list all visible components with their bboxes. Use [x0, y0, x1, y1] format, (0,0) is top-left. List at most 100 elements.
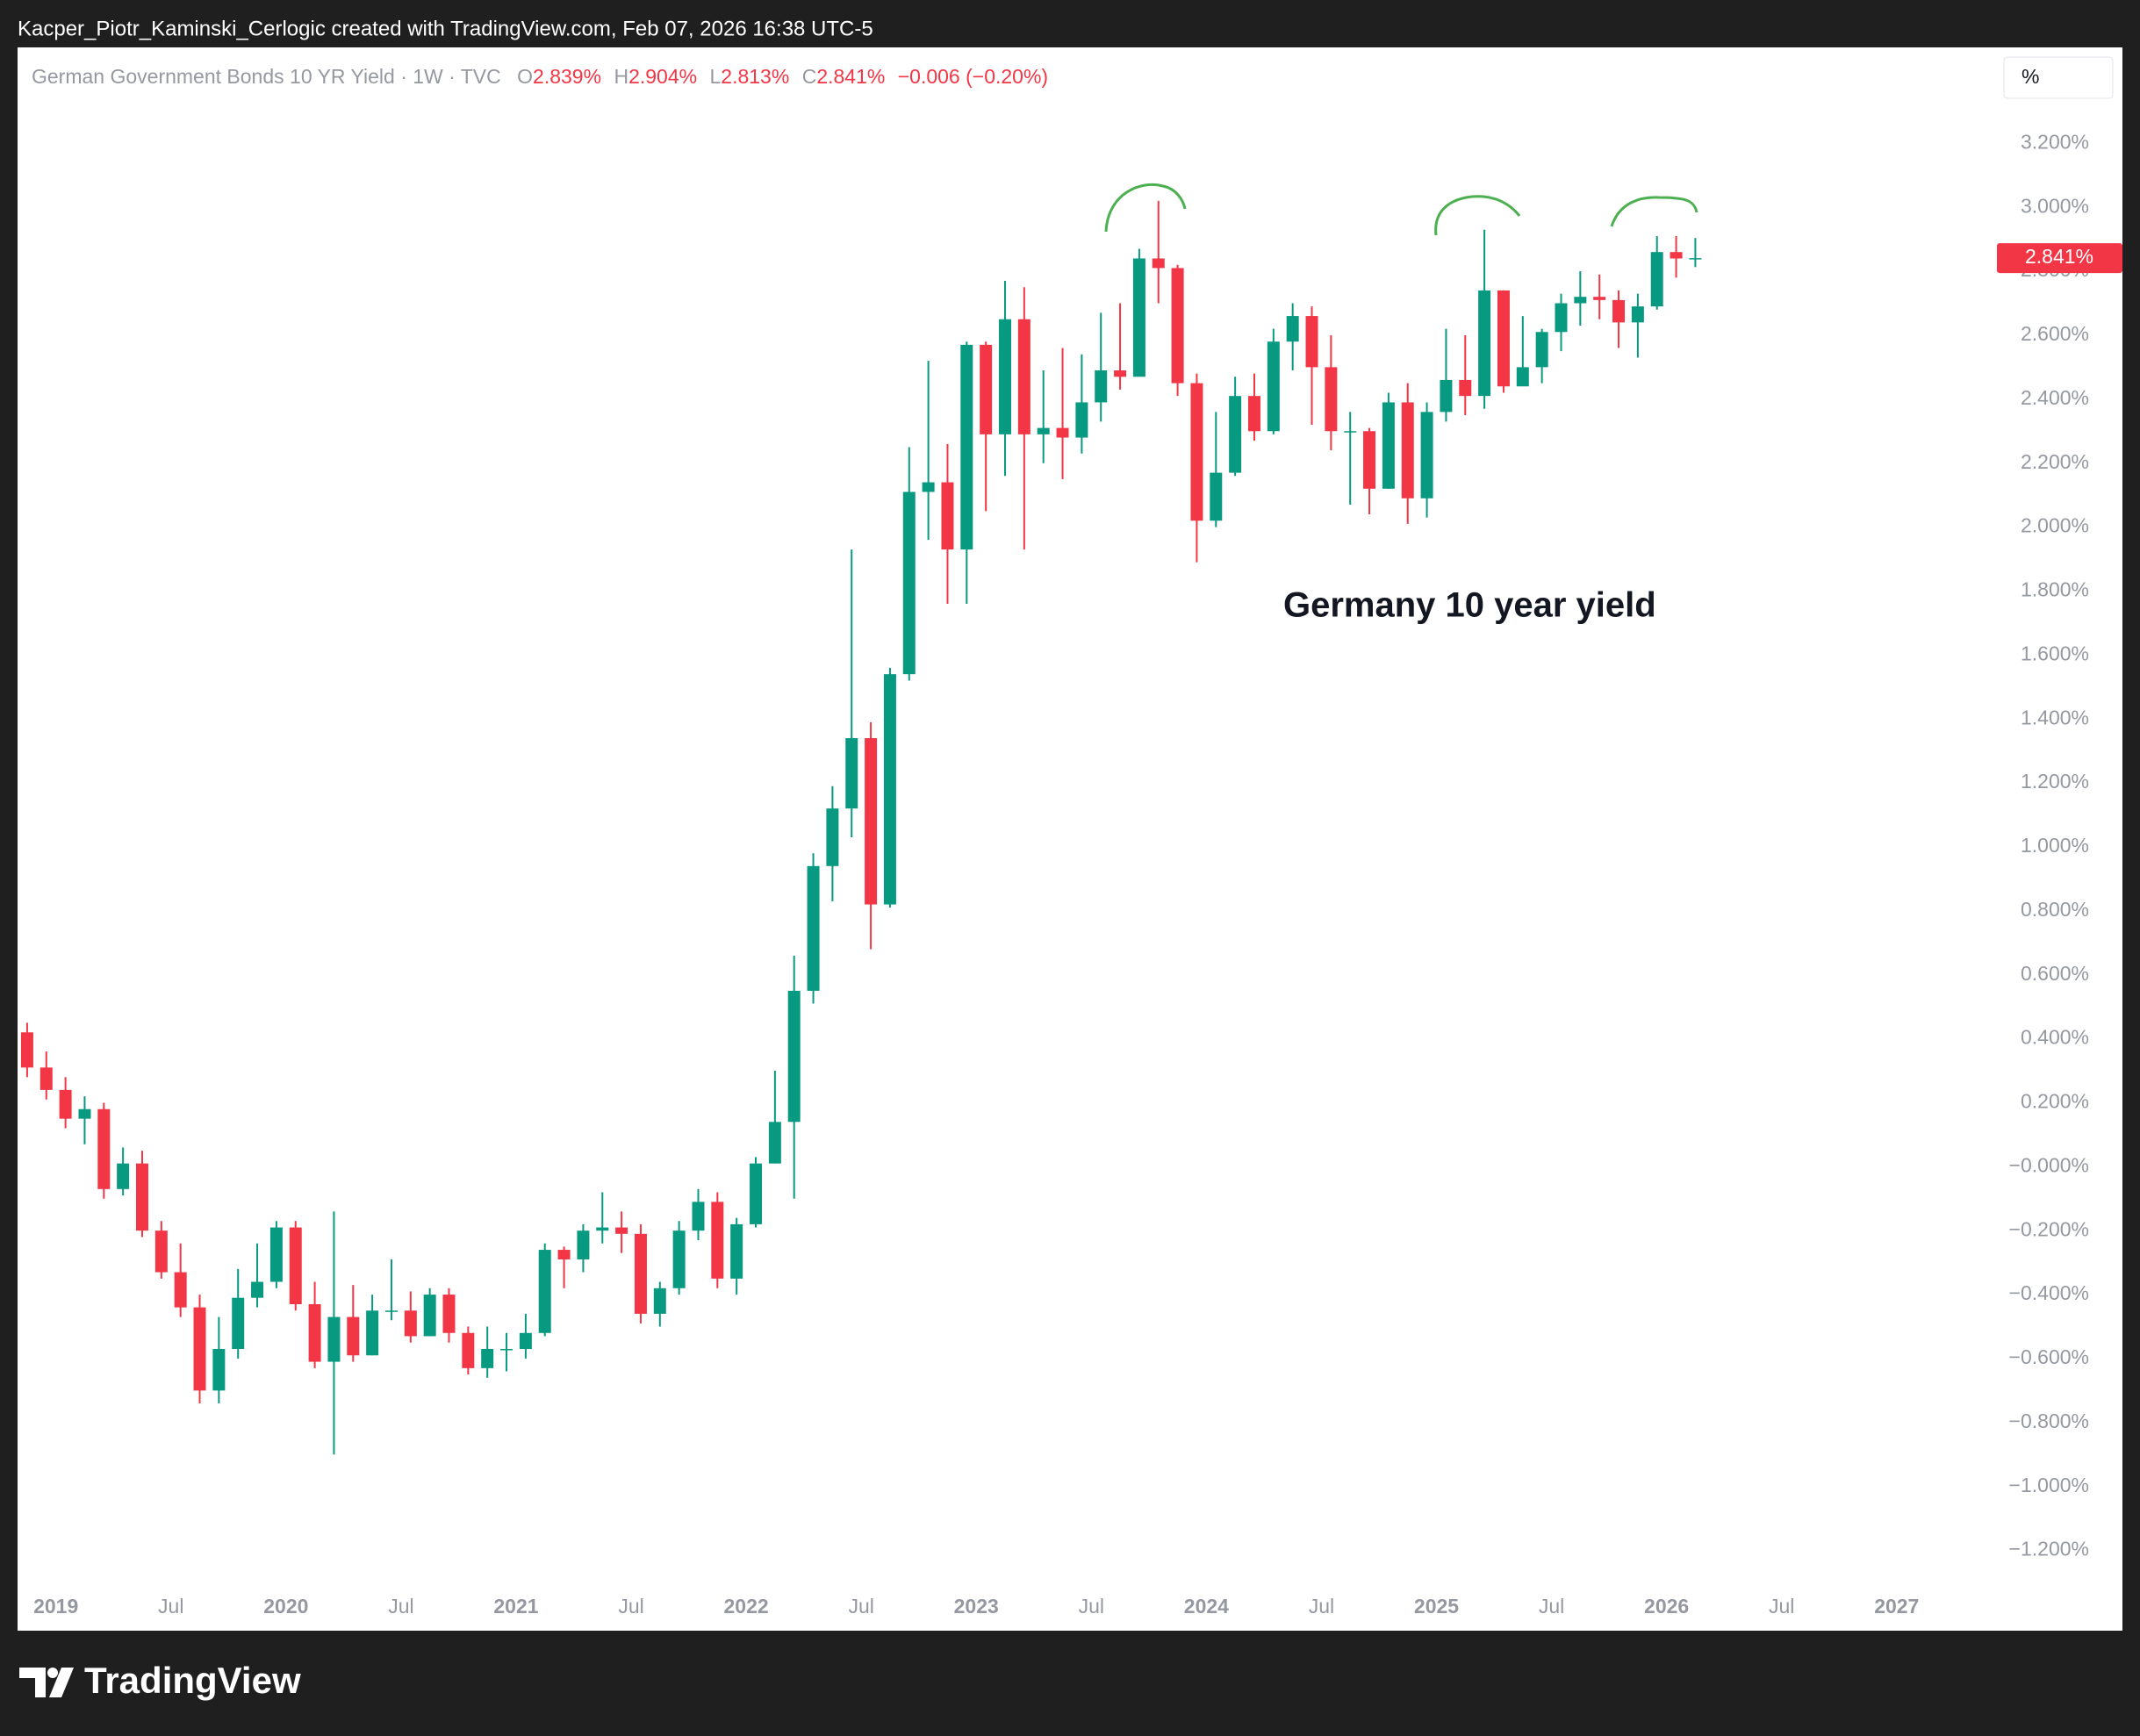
- candle-body: [711, 1202, 724, 1279]
- candle-body: [557, 1250, 571, 1259]
- candle-body: [1210, 472, 1223, 521]
- x-tick-label: 2023: [954, 1595, 999, 1618]
- legend-value: 2.841%: [816, 65, 885, 88]
- candle-body: [366, 1310, 379, 1356]
- candle-body: [1286, 316, 1299, 342]
- logo-shape: [49, 1668, 74, 1697]
- y-tick-label: 2.400%: [2021, 386, 2089, 409]
- candle-body: [1190, 383, 1203, 521]
- candle-body: [269, 1227, 283, 1282]
- candle-body: [462, 1332, 475, 1368]
- candle-body: [251, 1281, 264, 1298]
- candle-body: [1056, 427, 1069, 438]
- brand-name: TradingView: [84, 1660, 301, 1701]
- candle-body: [519, 1332, 532, 1350]
- candle-body: [442, 1295, 456, 1333]
- y-tick-label: 2.000%: [2021, 514, 2089, 537]
- candle-body: [1612, 299, 1626, 323]
- x-tick-label: 2020: [263, 1595, 308, 1618]
- plot: 3.200%3.000%2.800%2.600%2.400%2.200%2.00…: [20, 130, 2122, 1631]
- drawing-arc: [1434, 195, 1521, 236]
- x-tick-label: Jul: [388, 1595, 413, 1618]
- candle-body: [1574, 297, 1587, 304]
- candle-body: [634, 1233, 647, 1314]
- candle-body: [289, 1227, 302, 1304]
- y-tick-label: 1.600%: [2021, 642, 2089, 664]
- y-tick-label: −1.200%: [2009, 1538, 2089, 1560]
- legend-value: 2.813%: [721, 65, 789, 88]
- candle-body: [1363, 431, 1376, 489]
- candle-body: [78, 1108, 91, 1119]
- y-tick-label: 1.800%: [2021, 578, 2089, 601]
- candle-body: [1516, 367, 1529, 387]
- candle-body: [1344, 431, 1357, 433]
- y-tick-label: −0.600%: [2009, 1345, 2089, 1368]
- x-tick-label: Jul: [618, 1595, 643, 1618]
- candle-body: [902, 491, 916, 675]
- candle-body: [883, 674, 896, 905]
- candle-body: [922, 482, 935, 492]
- candle-body: [404, 1310, 417, 1337]
- candle-body: [1440, 379, 1453, 412]
- candle-body: [1325, 367, 1338, 432]
- y-tick-label: 1.000%: [2021, 834, 2089, 857]
- candle-body: [845, 738, 858, 809]
- unit-button[interactable]: [2003, 56, 2114, 99]
- candle-body: [327, 1316, 341, 1362]
- candle-body: [212, 1349, 226, 1391]
- y-tick-label: 3.000%: [2021, 194, 2089, 217]
- candle-body: [941, 482, 954, 550]
- y-tick-label: −0.000%: [2009, 1153, 2089, 1176]
- candle-body: [672, 1230, 686, 1288]
- x-tick-label: 2024: [1184, 1595, 1229, 1618]
- legend-change: −0.006 (−0.20%): [898, 65, 1048, 88]
- candle-body: [1267, 341, 1280, 432]
- candle-body: [1497, 290, 1510, 387]
- candle-body: [136, 1163, 148, 1231]
- candle-body: [1229, 396, 1242, 473]
- unit-button-label[interactable]: %: [2022, 65, 2039, 88]
- x-tick-label: Jul: [1309, 1595, 1334, 1618]
- candle-body: [1382, 402, 1395, 489]
- candle-body: [1631, 306, 1644, 323]
- top-bar-text: Kacper_Piotr_Kaminski_Cerlogic created w…: [18, 17, 873, 40]
- candle-body: [615, 1227, 628, 1234]
- y-tick-label: −1.000%: [2009, 1474, 2089, 1496]
- x-tick-label: 2022: [724, 1595, 769, 1618]
- drawing-arc: [1610, 196, 1698, 227]
- candle-body: [653, 1288, 666, 1314]
- candle-body: [1037, 427, 1050, 434]
- y-tick-label: 0.800%: [2021, 898, 2089, 921]
- candle-body: [97, 1108, 111, 1189]
- legend-key: H: [614, 65, 628, 88]
- logo-shape: [47, 1668, 58, 1678]
- candle-body: [1670, 252, 1683, 259]
- last-price-label: 2.841%: [2025, 245, 2093, 268]
- chart-pane: [18, 47, 2122, 1631]
- y-tick-label: 0.600%: [2021, 962, 2089, 985]
- candle-body: [20, 1032, 33, 1068]
- annotation: Germany 10 year yield: [1283, 586, 1656, 625]
- y-tick-label: −0.800%: [2009, 1410, 2089, 1432]
- candle-body: [1132, 258, 1145, 377]
- candle-body: [692, 1202, 705, 1231]
- y-tick-label: 0.400%: [2021, 1026, 2089, 1049]
- x-tick-label: Jul: [848, 1595, 873, 1618]
- y-tick-label: 2.600%: [2021, 322, 2089, 345]
- candle-body: [1152, 258, 1165, 269]
- candle-body: [1305, 316, 1318, 368]
- candle-body: [1689, 258, 1702, 260]
- candle-body: [865, 738, 878, 905]
- logo-shape: [19, 1668, 46, 1697]
- candle-body: [960, 344, 973, 550]
- x-tick-label: Jul: [1769, 1595, 1794, 1618]
- legend-key: L: [709, 65, 721, 88]
- y-tick-label: 1.400%: [2021, 706, 2089, 728]
- candle-body: [1555, 303, 1568, 333]
- candle-body: [577, 1230, 590, 1259]
- candle-body: [750, 1163, 763, 1224]
- candle-body: [826, 808, 839, 866]
- candle-body: [347, 1316, 360, 1356]
- candle-body: [481, 1349, 494, 1368]
- candle-body: [1095, 370, 1108, 403]
